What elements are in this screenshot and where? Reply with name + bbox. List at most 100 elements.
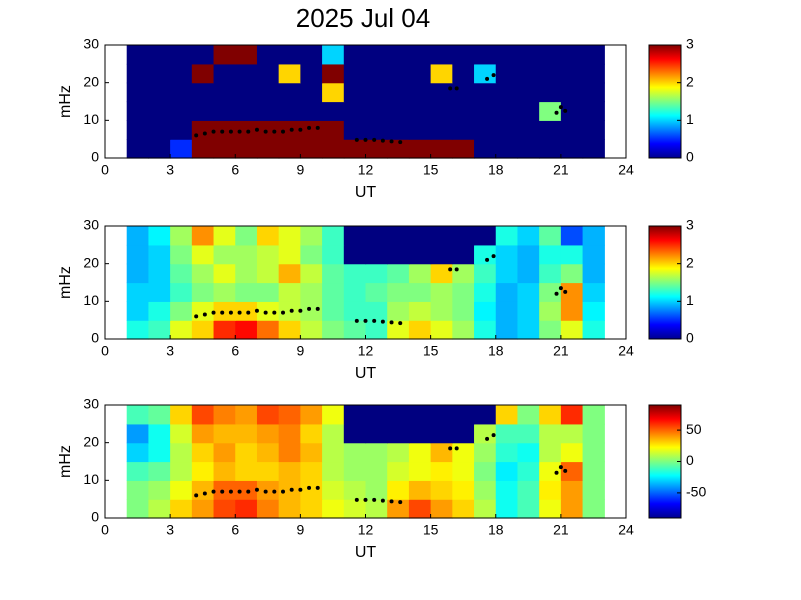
heat-cell — [365, 139, 388, 159]
y-axis-label: mHz — [57, 266, 74, 299]
heat-cell — [365, 226, 388, 246]
heat-cell — [539, 101, 562, 121]
marker — [289, 127, 294, 132]
heat-cell — [387, 301, 410, 321]
heat-cell — [343, 63, 367, 84]
heat-cell — [560, 461, 584, 481]
heat-cell — [170, 101, 193, 121]
marker — [272, 489, 277, 494]
heat-cell — [191, 461, 215, 481]
heat-cell — [322, 82, 345, 103]
heat-cell — [452, 82, 475, 103]
heat-cell — [256, 120, 280, 140]
x-tick-label: 21 — [553, 522, 569, 538]
marker — [254, 308, 259, 313]
heat-cell — [387, 480, 410, 500]
heat-cell — [495, 82, 519, 103]
heat-cell — [408, 405, 432, 425]
marker — [372, 318, 377, 323]
heat-cell — [170, 320, 193, 340]
heat-cell — [408, 442, 432, 463]
heat-cell — [170, 120, 193, 140]
heat-cell — [278, 244, 301, 265]
marker — [289, 308, 294, 313]
heat-cell — [322, 226, 345, 246]
heat-cell — [300, 480, 323, 500]
heat-cell — [322, 120, 345, 140]
heat-cell — [170, 405, 193, 425]
marker — [554, 110, 559, 115]
marker — [389, 139, 394, 144]
heat-cell — [517, 139, 540, 159]
heat-cell — [539, 120, 562, 140]
heat-cell — [148, 244, 171, 265]
heat-cell — [322, 263, 345, 284]
y-tick-label: 20 — [83, 433, 99, 449]
heat-cell — [560, 301, 584, 321]
heat-cell — [126, 139, 150, 159]
heat-cell — [517, 480, 540, 500]
heat-cell — [300, 226, 323, 246]
heat-cell — [582, 461, 605, 481]
heat-cell — [387, 101, 410, 121]
heat-cell — [474, 63, 497, 84]
heat-cell — [495, 405, 519, 425]
heat-cell — [256, 263, 280, 284]
heat-cell — [170, 423, 193, 444]
marker — [491, 254, 496, 259]
marker — [363, 318, 368, 323]
heat-cell — [235, 139, 258, 159]
marker — [246, 310, 251, 315]
marker — [220, 310, 225, 315]
heat-cell — [170, 461, 193, 481]
heat-cell — [256, 499, 280, 519]
heat-cell — [126, 63, 150, 84]
heat-cell — [343, 320, 367, 340]
heat-cell — [300, 461, 323, 481]
heat-cell — [343, 499, 367, 519]
heat-cell — [191, 263, 215, 284]
marker — [372, 497, 377, 502]
heat-cell — [322, 499, 345, 519]
x-tick-label: 24 — [618, 162, 634, 178]
marker — [254, 487, 259, 492]
marker — [272, 129, 277, 134]
heat-cell — [148, 139, 171, 159]
heat-cell — [256, 282, 280, 302]
heat-cell — [343, 301, 367, 321]
heat-cell — [148, 461, 171, 481]
y-tick-label: 0 — [91, 330, 99, 346]
heat-cell — [235, 461, 258, 481]
heat-cell — [256, 405, 280, 425]
heat-cell — [387, 499, 410, 519]
heat-cell — [474, 244, 497, 265]
heat-cell — [430, 480, 453, 500]
heat-cell — [582, 139, 605, 159]
heat-cell — [582, 301, 605, 321]
heat-cell — [170, 480, 193, 500]
heat-cell — [256, 63, 280, 84]
heat-cell — [452, 263, 475, 284]
heat-cell — [560, 263, 584, 284]
heat-cell — [539, 244, 562, 265]
marker — [254, 127, 259, 132]
marker — [211, 489, 216, 494]
heat-cell — [582, 45, 605, 65]
heat-cell — [517, 263, 540, 284]
heat-cell — [517, 101, 540, 121]
heat-cell — [343, 139, 367, 159]
marker — [558, 286, 563, 291]
heat-cell — [300, 63, 323, 84]
heat-cell — [126, 499, 150, 519]
heat-cell — [256, 320, 280, 340]
heat-cell — [560, 405, 584, 425]
x-tick-label: 6 — [231, 343, 239, 359]
heat-cell — [517, 226, 540, 246]
heat-cell — [322, 63, 345, 84]
marker — [228, 310, 233, 315]
heat-cell — [235, 499, 258, 519]
x-tick-label: 9 — [296, 522, 304, 538]
heat-cell — [408, 63, 432, 84]
y-tick-label: 30 — [83, 217, 99, 233]
heat-cell — [474, 282, 497, 302]
